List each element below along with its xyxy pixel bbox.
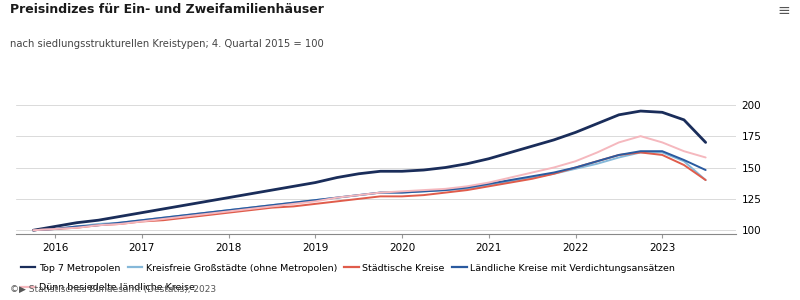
Text: ≡: ≡ — [778, 3, 790, 18]
Text: Preisindizes für Ein- und Zweifamilienhäuser: Preisindizes für Ein- und Zweifamilienhä… — [10, 3, 323, 16]
Text: ©▶ Statistisches Bundesamt (Destatis), 2023: ©▶ Statistisches Bundesamt (Destatis), 2… — [10, 285, 216, 294]
Legend: Dünn besiedelte ländliche Kreise: Dünn besiedelte ländliche Kreise — [21, 283, 194, 292]
Text: nach siedlungsstrukturellen Kreistypen; 4. Quartal 2015 = 100: nach siedlungsstrukturellen Kreistypen; … — [10, 39, 323, 49]
